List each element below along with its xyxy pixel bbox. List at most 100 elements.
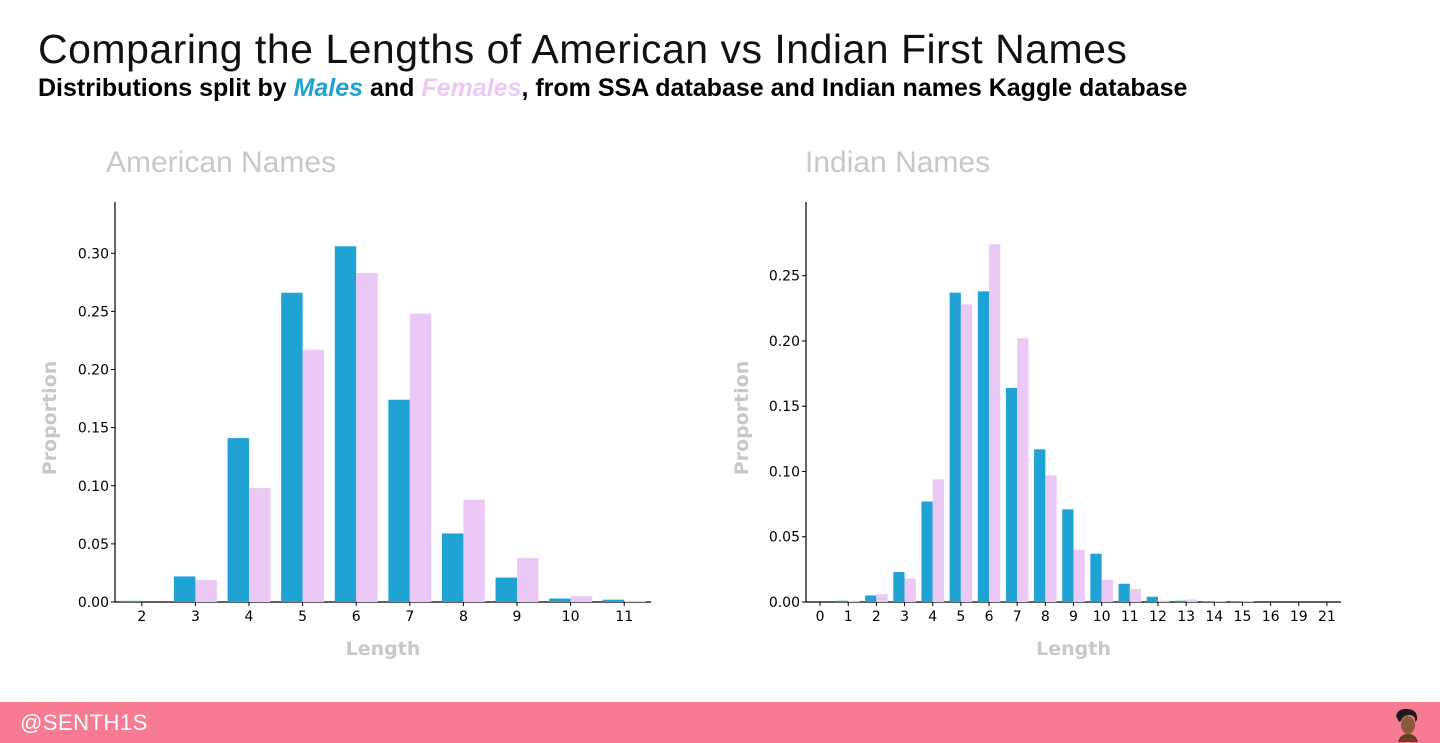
y-tick-label: 0.05 xyxy=(78,537,109,553)
x-tick-label: 14 xyxy=(1205,609,1223,625)
female-bar xyxy=(1101,579,1113,602)
x-tick-label: 2 xyxy=(137,609,146,625)
female-bar xyxy=(932,479,944,602)
y-axis-label: Proportion xyxy=(731,361,753,476)
subtitle-females: Females xyxy=(421,74,522,102)
y-axis-label: Proportion xyxy=(39,361,61,476)
female-bar xyxy=(463,499,485,602)
x-tick-label: 2 xyxy=(872,609,881,625)
y-tick-label: 0.00 xyxy=(78,595,109,611)
male-bar xyxy=(441,533,464,602)
y-tick-label: 0.25 xyxy=(78,304,109,320)
subtitle-prefix: Distributions split by xyxy=(38,74,294,102)
x-tick-label: 19 xyxy=(1290,609,1308,625)
female-bar xyxy=(1045,475,1057,602)
female-bar xyxy=(195,579,217,602)
male-bar xyxy=(1203,601,1215,602)
subtitle-males: Males xyxy=(293,74,364,102)
female-bar xyxy=(1186,599,1198,602)
x-tick-label: 6 xyxy=(352,609,361,625)
subtitle-suffix: , from SSA database and Indian names Kag… xyxy=(521,74,1188,102)
y-tick-label: 0.15 xyxy=(78,421,109,437)
male-bar xyxy=(227,438,249,602)
male-bar xyxy=(173,576,196,602)
y-tick-label: 0.05 xyxy=(769,530,800,546)
y-tick-label: 0.15 xyxy=(769,399,800,415)
x-tick-label: 15 xyxy=(1234,609,1252,625)
male-bar xyxy=(865,595,877,602)
x-tick-label: 7 xyxy=(1013,609,1022,625)
footer-bar: @SENTH1S xyxy=(0,702,1440,743)
female-bar xyxy=(570,596,593,602)
male-bar xyxy=(1174,600,1187,602)
male-bar xyxy=(1005,387,1018,602)
female-bar xyxy=(356,273,378,602)
x-tick-label: 5 xyxy=(956,609,965,625)
x-tick-label: 13 xyxy=(1177,609,1195,625)
female-bar xyxy=(302,349,325,602)
footer-handle: @SENTH1S xyxy=(20,710,148,735)
female-bar xyxy=(876,594,888,602)
male-bar xyxy=(977,291,990,602)
female-bar xyxy=(1129,588,1142,602)
x-tick-label: 21 xyxy=(1318,609,1336,625)
y-tick-label: 0.10 xyxy=(78,479,109,495)
male-bar xyxy=(388,399,410,602)
x-tick-label: 8 xyxy=(1041,609,1050,625)
american-chart-title: American Names xyxy=(106,146,337,179)
male-bar xyxy=(1146,596,1158,602)
x-tick-label: 5 xyxy=(298,609,307,625)
x-tick-label: 0 xyxy=(816,609,825,625)
male-bar xyxy=(549,598,571,602)
male-bar xyxy=(602,599,625,602)
y-tick-label: 0.00 xyxy=(769,595,800,611)
female-bar xyxy=(409,313,432,602)
y-tick-label: 0.25 xyxy=(769,269,800,285)
x-tick-label: 4 xyxy=(245,609,254,625)
male-bar xyxy=(921,501,933,602)
x-tick-label: 1 xyxy=(844,609,853,625)
x-tick-label: 11 xyxy=(615,609,633,625)
x-tick-label: 9 xyxy=(513,609,522,625)
male-bar xyxy=(1062,509,1074,602)
male-bar xyxy=(949,292,961,602)
x-tick-label: 3 xyxy=(900,609,909,625)
female-bar xyxy=(624,600,646,602)
x-axis-label: Length xyxy=(1036,638,1111,660)
female-bar xyxy=(1157,600,1170,602)
y-tick-label: 0.20 xyxy=(78,363,109,379)
x-tick-label: 10 xyxy=(1093,609,1111,625)
x-tick-label: 7 xyxy=(405,609,414,625)
female-bar xyxy=(904,578,916,602)
female-bar xyxy=(960,304,973,602)
female-bar xyxy=(989,244,1001,602)
subtitle-mid: and xyxy=(363,74,422,102)
male-bar xyxy=(334,246,357,602)
female-bar xyxy=(1242,601,1254,602)
y-tick-label: 0.20 xyxy=(769,334,800,350)
x-tick-label: 8 xyxy=(459,609,468,625)
x-axis-label: Length xyxy=(346,638,421,660)
x-tick-label: 12 xyxy=(1149,609,1167,625)
male-bar xyxy=(281,292,303,602)
male-bar xyxy=(1090,553,1102,602)
male-bar xyxy=(1034,449,1046,602)
male-bar xyxy=(1231,601,1243,602)
male-bar xyxy=(120,600,142,602)
male-bar xyxy=(893,571,905,602)
female-bar xyxy=(1214,601,1226,602)
female-bar xyxy=(848,600,860,602)
female-bar xyxy=(517,557,539,602)
female-bar xyxy=(249,488,271,602)
avatar-icon xyxy=(1396,708,1418,742)
page-subtitle: Distributions split by Males and Females… xyxy=(38,74,1187,103)
x-tick-label: 3 xyxy=(191,609,200,625)
male-bar xyxy=(1118,583,1130,602)
y-tick-label: 0.30 xyxy=(78,246,109,262)
x-tick-label: 9 xyxy=(1069,609,1078,625)
x-tick-label: 16 xyxy=(1262,609,1280,625)
female-bar xyxy=(1073,549,1085,602)
x-tick-label: 6 xyxy=(985,609,994,625)
male-bar xyxy=(836,600,849,602)
page-title: Comparing the Lengths of American vs Ind… xyxy=(38,26,1128,72)
